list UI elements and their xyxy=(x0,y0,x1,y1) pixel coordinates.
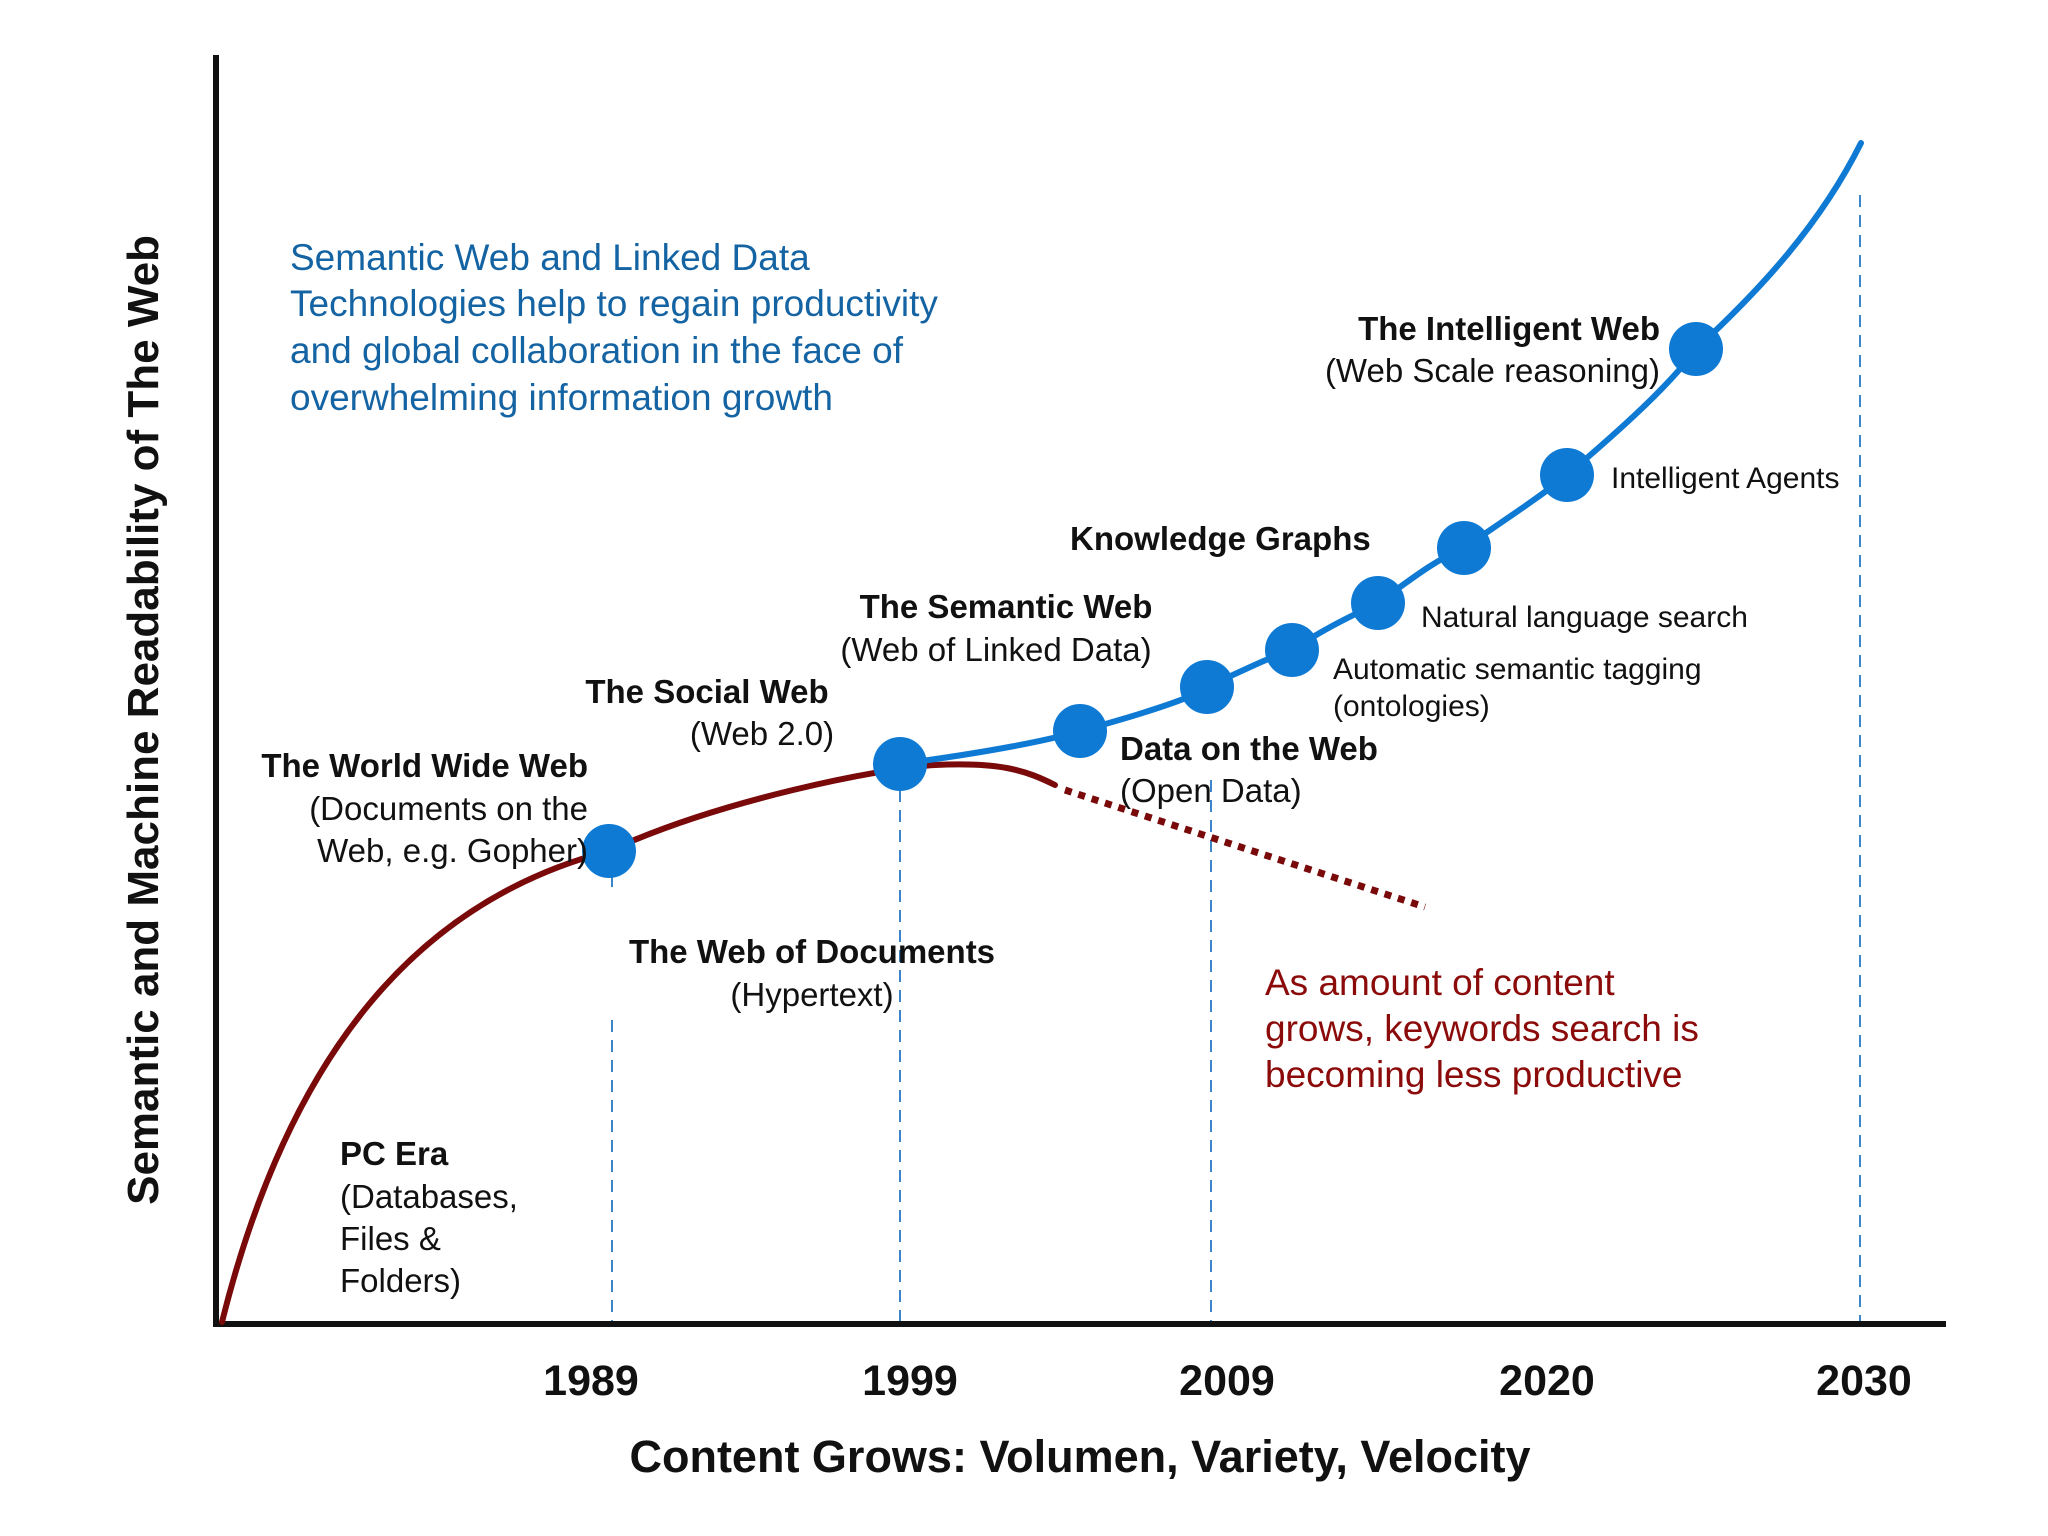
dot-social-web xyxy=(873,737,927,791)
year-2030: 2030 xyxy=(1816,1357,1912,1405)
stage-data-on-the-web: Data on the Web (Open Data) xyxy=(1120,730,1378,809)
year-1999: 1999 xyxy=(862,1357,958,1405)
dot-semantic-web xyxy=(1180,660,1234,714)
warning-line-1: As amount of content xyxy=(1265,962,1615,1003)
stage-web-of-documents: The Web of Documents (Hypertext) xyxy=(629,933,995,1013)
web-of-documents-title: The Web of Documents xyxy=(629,933,995,970)
red-curve xyxy=(219,761,1058,1325)
stage-intelligent-web: The Intelligent Web (Web Scale reasoning… xyxy=(1325,310,1660,389)
warning-line-2: grows, keywords search is xyxy=(1265,1008,1699,1049)
dot-open-data xyxy=(1053,704,1107,758)
year-labels: 1989 1999 2009 2020 2030 xyxy=(543,1357,1912,1405)
semantic-tagging-line-2: (ontologies) xyxy=(1333,690,1490,723)
dot-nl-search xyxy=(1351,576,1405,630)
social-web-sub: (Web 2.0) xyxy=(690,715,834,752)
dot-knowledge-graphs xyxy=(1437,521,1491,575)
nl-search-label: Natural language search xyxy=(1421,601,1748,634)
intro-line-3: and global collaboration in the face of xyxy=(290,330,904,371)
pc-era-title: PC Era xyxy=(340,1135,449,1172)
stage-social-web: The Social Web (Web 2.0) xyxy=(585,673,834,752)
www-sub-2: Web, e.g. Gopher) xyxy=(317,832,588,869)
intro-line-4: overwhelming information growth xyxy=(290,377,833,418)
year-2020: 2020 xyxy=(1499,1357,1595,1405)
warning-line-3: becoming less productive xyxy=(1265,1054,1683,1095)
stage-www: The World Wide Web (Documents on the Web… xyxy=(261,747,588,869)
milestone-dots xyxy=(582,322,1723,878)
year-2009: 2009 xyxy=(1179,1357,1275,1405)
dot-www xyxy=(582,824,636,878)
y-axis-label: Semantic and Machine Readability of The … xyxy=(119,235,168,1205)
web-of-documents-sub: (Hypertext) xyxy=(730,976,893,1013)
stage-semantic-web: The Semantic Web (Web of Linked Data) xyxy=(840,588,1152,668)
dot-semantic-tagging xyxy=(1265,623,1319,677)
pc-era-sub-3: Folders) xyxy=(340,1262,461,1299)
social-web-title: The Social Web xyxy=(585,673,828,710)
intro-line-1: Semantic Web and Linked Data xyxy=(290,237,810,278)
pc-era-sub-2: Files & xyxy=(340,1220,441,1257)
x-axis-label: Content Grows: Volumen, Variety, Velocit… xyxy=(629,1431,1530,1482)
data-on-web-sub: (Open Data) xyxy=(1120,772,1302,809)
warning-text: As amount of content grows, keywords sea… xyxy=(1265,962,1699,1095)
stage-pc-era: PC Era (Databases, Files & Folders) xyxy=(340,1135,518,1299)
intelligent-web-sub: (Web Scale reasoning) xyxy=(1325,352,1660,389)
year-1989: 1989 xyxy=(543,1357,639,1405)
semantic-web-title: The Semantic Web xyxy=(860,588,1153,625)
semantic-tagging-line-1: Automatic semantic tagging xyxy=(1333,653,1702,686)
intro-text: Semantic Web and Linked Data Technologie… xyxy=(290,237,938,418)
intelligent-web-title: The Intelligent Web xyxy=(1358,310,1660,347)
intelligent-agents-label: Intelligent Agents xyxy=(1611,462,1840,495)
www-sub-1: (Documents on the xyxy=(309,790,588,827)
www-title: The World Wide Web xyxy=(261,747,588,784)
milestone-labels: Automatic semantic tagging (ontologies) … xyxy=(1333,462,1840,723)
dot-intelligent-agents xyxy=(1540,448,1594,502)
axes xyxy=(213,55,1946,1327)
intro-line-2: Technologies help to regain productivity xyxy=(290,283,938,324)
semantic-web-sub: (Web of Linked Data) xyxy=(840,631,1151,668)
dot-intelligent-web xyxy=(1669,322,1723,376)
data-on-web-title: Data on the Web xyxy=(1120,730,1378,767)
knowledge-graphs-title: Knowledge Graphs xyxy=(1070,520,1371,557)
pc-era-sub-1: (Databases, xyxy=(340,1178,518,1215)
